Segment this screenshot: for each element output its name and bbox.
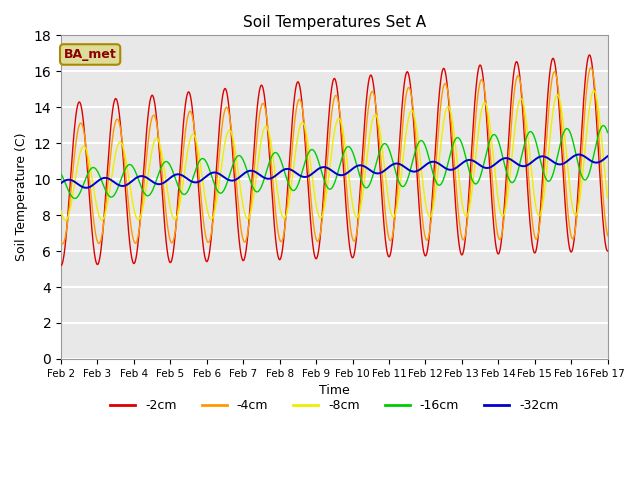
-16cm bbox=[175, 184, 182, 190]
-2cm bbox=[210, 205, 218, 211]
-8cm bbox=[604, 195, 611, 201]
-2cm bbox=[604, 248, 611, 254]
Legend: -2cm, -4cm, -8cm, -16cm, -32cm: -2cm, -4cm, -8cm, -16cm, -32cm bbox=[105, 395, 563, 418]
-16cm bbox=[604, 130, 611, 135]
-4cm bbox=[604, 232, 611, 238]
-4cm bbox=[388, 236, 396, 242]
-16cm bbox=[397, 183, 405, 189]
Text: BA_met: BA_met bbox=[64, 48, 116, 61]
Line: -32cm: -32cm bbox=[61, 155, 607, 188]
-4cm bbox=[552, 71, 559, 77]
-32cm bbox=[83, 185, 90, 191]
-32cm bbox=[575, 152, 582, 157]
-16cm bbox=[57, 171, 65, 177]
-32cm bbox=[210, 169, 218, 175]
-16cm bbox=[388, 155, 396, 160]
-4cm bbox=[210, 211, 218, 216]
-16cm bbox=[604, 129, 611, 135]
-2cm bbox=[388, 245, 396, 251]
-8cm bbox=[604, 194, 611, 200]
-8cm bbox=[175, 209, 182, 215]
-2cm bbox=[604, 248, 611, 254]
-32cm bbox=[388, 162, 396, 168]
-4cm bbox=[175, 204, 182, 209]
-32cm bbox=[552, 160, 559, 166]
-16cm bbox=[552, 160, 559, 166]
-16cm bbox=[600, 123, 607, 129]
-4cm bbox=[587, 65, 595, 71]
-8cm bbox=[61, 217, 69, 223]
Line: -16cm: -16cm bbox=[61, 126, 607, 198]
-8cm bbox=[590, 88, 598, 94]
-16cm bbox=[210, 180, 218, 185]
-2cm bbox=[552, 66, 559, 72]
Y-axis label: Soil Temperature (C): Soil Temperature (C) bbox=[15, 133, 28, 262]
-4cm bbox=[57, 239, 65, 245]
-2cm bbox=[174, 194, 182, 200]
-8cm bbox=[210, 212, 218, 217]
-32cm bbox=[397, 162, 405, 168]
-32cm bbox=[604, 153, 611, 159]
-4cm bbox=[59, 241, 67, 247]
-8cm bbox=[397, 173, 405, 179]
Line: -2cm: -2cm bbox=[61, 55, 607, 265]
-2cm bbox=[397, 116, 405, 122]
Title: Soil Temperatures Set A: Soil Temperatures Set A bbox=[243, 15, 426, 30]
Line: -8cm: -8cm bbox=[61, 91, 607, 220]
-4cm bbox=[397, 140, 405, 145]
-2cm bbox=[57, 263, 65, 268]
-8cm bbox=[388, 212, 396, 218]
-4cm bbox=[604, 233, 611, 239]
Line: -4cm: -4cm bbox=[61, 68, 607, 244]
-8cm bbox=[57, 208, 65, 214]
-32cm bbox=[57, 180, 65, 186]
-2cm bbox=[586, 52, 593, 58]
-32cm bbox=[604, 154, 611, 159]
-8cm bbox=[552, 94, 559, 100]
-16cm bbox=[71, 195, 79, 201]
-32cm bbox=[175, 171, 182, 177]
X-axis label: Time: Time bbox=[319, 384, 349, 397]
